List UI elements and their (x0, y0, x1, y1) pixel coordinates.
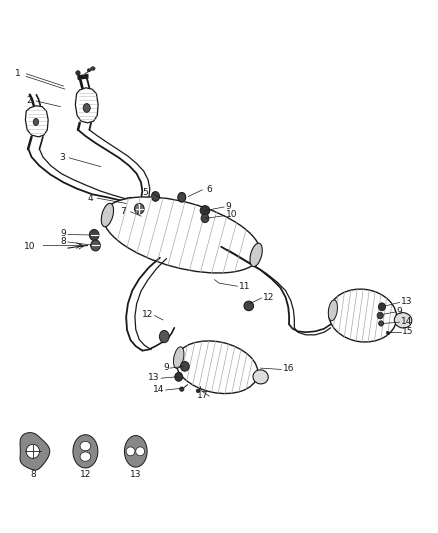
Ellipse shape (159, 330, 169, 343)
Text: 2: 2 (26, 96, 32, 106)
Text: 12: 12 (80, 470, 91, 479)
Text: 10: 10 (226, 211, 237, 219)
Ellipse shape (87, 69, 90, 72)
Ellipse shape (377, 312, 383, 319)
Text: 16: 16 (283, 364, 294, 373)
Polygon shape (126, 447, 135, 456)
Text: 14: 14 (401, 317, 412, 326)
Ellipse shape (250, 243, 262, 266)
Ellipse shape (103, 197, 261, 273)
Ellipse shape (378, 321, 384, 326)
Text: 13: 13 (148, 373, 160, 382)
Ellipse shape (178, 192, 186, 202)
Text: 5: 5 (142, 189, 148, 197)
Text: 13: 13 (130, 470, 141, 479)
Text: 9: 9 (396, 306, 402, 316)
Text: 13: 13 (401, 297, 412, 306)
Polygon shape (124, 435, 147, 467)
Ellipse shape (394, 313, 412, 328)
Text: 8: 8 (30, 470, 36, 479)
Text: 17: 17 (197, 391, 208, 400)
Polygon shape (25, 106, 48, 137)
Text: 9: 9 (61, 229, 67, 238)
Text: 1: 1 (15, 69, 21, 78)
Ellipse shape (91, 67, 95, 70)
Ellipse shape (386, 332, 390, 335)
Ellipse shape (76, 71, 80, 75)
Ellipse shape (176, 341, 258, 393)
Text: 8: 8 (61, 237, 67, 246)
Text: 9: 9 (163, 363, 169, 372)
Polygon shape (124, 197, 138, 208)
Ellipse shape (134, 204, 144, 214)
Ellipse shape (200, 206, 210, 215)
Ellipse shape (328, 289, 397, 342)
Ellipse shape (328, 300, 337, 321)
Polygon shape (73, 435, 98, 468)
Ellipse shape (253, 370, 268, 384)
Ellipse shape (89, 230, 99, 240)
Text: 6: 6 (207, 185, 212, 195)
Ellipse shape (201, 214, 209, 223)
Ellipse shape (175, 373, 183, 381)
Ellipse shape (378, 303, 385, 311)
Text: 7: 7 (120, 207, 126, 216)
Polygon shape (75, 88, 98, 123)
Text: 12: 12 (142, 310, 153, 319)
Ellipse shape (91, 240, 100, 251)
Polygon shape (80, 441, 91, 451)
Ellipse shape (244, 301, 254, 311)
Ellipse shape (180, 361, 189, 371)
Ellipse shape (152, 191, 159, 201)
Polygon shape (26, 445, 39, 458)
Ellipse shape (173, 347, 184, 368)
Text: 14: 14 (153, 385, 164, 394)
Text: 10: 10 (25, 242, 36, 251)
Polygon shape (20, 433, 50, 470)
Text: 12: 12 (263, 293, 274, 302)
Ellipse shape (33, 118, 39, 125)
Text: 3: 3 (59, 154, 65, 163)
Polygon shape (136, 447, 145, 456)
Text: 15: 15 (402, 327, 413, 336)
Ellipse shape (83, 103, 90, 112)
Text: 4: 4 (87, 193, 93, 203)
Ellipse shape (196, 389, 200, 393)
Text: 9: 9 (226, 201, 231, 211)
Text: 11: 11 (239, 282, 250, 290)
Polygon shape (80, 452, 91, 461)
Ellipse shape (180, 387, 184, 391)
Ellipse shape (101, 203, 113, 227)
